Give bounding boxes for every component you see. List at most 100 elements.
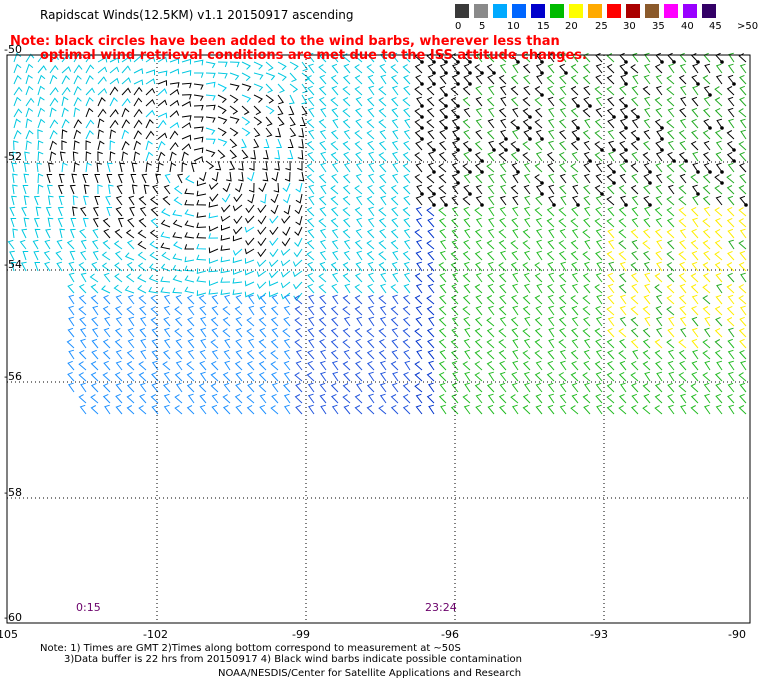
wind-barb <box>342 97 351 107</box>
wind-barb <box>308 294 315 305</box>
wind-barb <box>379 360 387 371</box>
wind-barb <box>450 251 459 261</box>
wind-barb <box>173 241 183 250</box>
wind-barb <box>607 283 615 294</box>
wind-barb <box>49 74 58 85</box>
wind-barb <box>618 371 627 382</box>
wind-barb <box>331 239 339 250</box>
wind-barb <box>137 240 147 250</box>
wind-barb <box>439 107 447 118</box>
wind-barb <box>229 61 240 68</box>
wind-barb <box>85 64 95 74</box>
wind-barb <box>438 217 447 228</box>
wind-barb <box>330 305 339 316</box>
wind-barb <box>256 270 267 278</box>
wind-barb <box>258 182 267 193</box>
wind-barb <box>643 294 651 305</box>
wind-barb <box>582 328 591 338</box>
wind-barb <box>738 284 747 294</box>
wind-barb <box>368 85 375 96</box>
wind-barb <box>330 393 339 404</box>
wind-barb <box>426 184 435 195</box>
wind-barb <box>298 127 305 138</box>
wind-barb <box>679 360 687 371</box>
wind-barb <box>119 162 125 173</box>
wind-barb <box>451 151 459 162</box>
lat-label: -50 <box>4 43 22 56</box>
wind-barb <box>270 305 279 316</box>
wind-barb <box>247 338 255 349</box>
wind-barb <box>229 149 238 160</box>
wind-barb <box>618 272 627 283</box>
wind-barb <box>475 107 483 118</box>
wind-barb <box>97 140 105 151</box>
wind-barb <box>740 129 747 140</box>
wind-barb <box>355 151 363 162</box>
wind-barb <box>558 250 567 261</box>
wind-barb <box>666 97 675 107</box>
wind-barb <box>319 393 327 404</box>
wind-barb <box>739 96 747 107</box>
wind-barb <box>354 306 363 316</box>
wind-barb <box>61 118 70 129</box>
wind-barb <box>181 122 192 129</box>
wind-barb <box>79 228 87 239</box>
wind-barb <box>260 193 267 204</box>
contamination-marker <box>456 148 460 152</box>
wind-barb <box>403 85 411 96</box>
wind-barb <box>25 107 34 118</box>
wind-barb <box>61 162 68 173</box>
wind-barb <box>283 305 291 316</box>
wind-barb <box>522 295 531 305</box>
wind-barb <box>133 97 143 107</box>
wind-barb <box>90 361 99 371</box>
wind-barb <box>217 72 228 79</box>
wind-barb <box>175 360 183 371</box>
contamination-marker <box>624 159 628 163</box>
wind-barb <box>295 182 303 193</box>
wind-barb <box>739 63 747 74</box>
wind-barb <box>229 116 240 124</box>
wind-barb <box>78 283 87 294</box>
wind-barb <box>655 327 663 338</box>
contamination-marker <box>540 137 544 141</box>
wind-barb <box>655 107 663 118</box>
wind-barb <box>307 404 315 415</box>
wind-barb <box>415 316 423 327</box>
wind-barb <box>78 361 87 371</box>
wind-barb <box>190 162 197 173</box>
wind-barb <box>738 218 747 228</box>
wind-barb <box>726 317 735 327</box>
wind-barb <box>224 338 231 349</box>
wind-barb <box>229 127 239 137</box>
wind-barb <box>241 61 251 70</box>
wind-barb <box>280 248 291 256</box>
wind-barb <box>510 316 519 327</box>
wind-barb <box>691 96 699 107</box>
wind-barb <box>91 316 99 327</box>
wind-barb <box>475 272 483 283</box>
wind-barb <box>559 85 567 96</box>
wind-barb <box>21 206 27 217</box>
wind-barb <box>595 206 603 217</box>
wind-barb <box>415 74 423 85</box>
wind-barb <box>644 316 651 327</box>
wind-barb <box>498 53 507 63</box>
wind-barb <box>415 140 423 151</box>
wind-barb <box>319 349 327 360</box>
wind-barb <box>69 184 76 195</box>
wind-barb <box>522 262 531 272</box>
wind-barb <box>319 360 327 371</box>
wind-barb <box>571 151 579 162</box>
wind-barb <box>654 63 663 74</box>
wind-barb <box>13 52 22 63</box>
wind-barb <box>367 305 375 316</box>
wind-barb <box>595 338 603 349</box>
wind-barb <box>91 239 99 250</box>
wind-barb <box>415 195 423 206</box>
wind-barb <box>157 112 168 119</box>
wind-barb <box>642 86 651 96</box>
wind-barb <box>702 306 711 316</box>
wind-barb <box>102 382 111 393</box>
wind-barb <box>184 286 195 294</box>
